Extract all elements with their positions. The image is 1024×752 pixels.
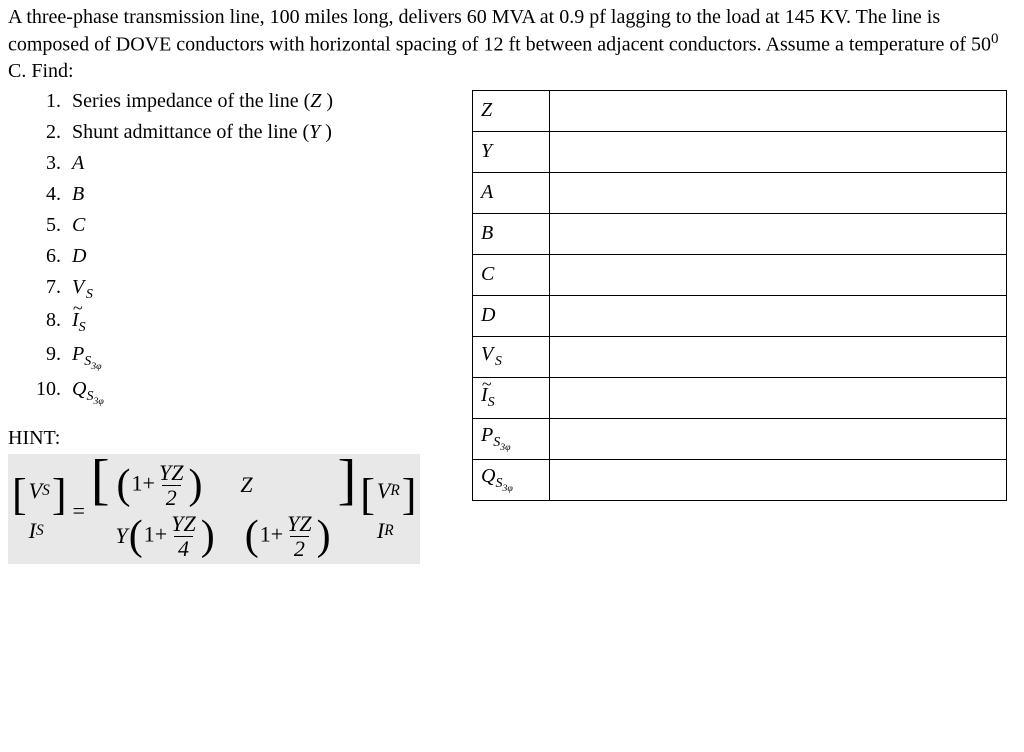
table-label: A	[473, 172, 550, 213]
question-item: C	[66, 210, 468, 241]
table-label: IS	[473, 377, 550, 418]
question-list: Series impedance of the line (Z )Shunt a…	[8, 86, 468, 409]
table-value	[550, 90, 1007, 131]
matrix-D: ( 1+YZ2 )	[244, 513, 332, 560]
table-label: Z	[473, 90, 550, 131]
table-label: PS3φ	[473, 418, 550, 459]
table-row: QS3φ	[473, 459, 1007, 500]
table-row: IS	[473, 377, 1007, 418]
table-row: D	[473, 295, 1007, 336]
answer-table: ZYABCDV SISPS3φQS3φ	[472, 90, 1007, 501]
table-value	[550, 295, 1007, 336]
table-value	[550, 336, 1007, 377]
table-label: C	[473, 254, 550, 295]
table-row: Y	[473, 131, 1007, 172]
table-value	[550, 172, 1007, 213]
problem-statement: A three-phase transmission line, 100 mil…	[8, 4, 1016, 84]
question-item: D	[66, 241, 468, 272]
table-row: B	[473, 213, 1007, 254]
rhs-ir: IR	[377, 518, 400, 544]
matrix-B: Z	[231, 472, 261, 498]
table-row: Z	[473, 90, 1007, 131]
table-value	[550, 377, 1007, 418]
question-item: Series impedance of the line (Z )	[66, 86, 468, 117]
question-item: Shunt admittance of the line (Y )	[66, 117, 468, 148]
table-label: QS3φ	[473, 459, 550, 500]
question-item: IS	[66, 305, 468, 339]
table-row: A	[473, 172, 1007, 213]
table-label: D	[473, 295, 550, 336]
question-item: A	[66, 148, 468, 179]
table-label: V S	[473, 336, 550, 377]
hint-equation: [ VS IS ] = [ ( 1+YZ2	[8, 454, 420, 564]
table-value	[550, 213, 1007, 254]
table-row: C	[473, 254, 1007, 295]
rhs-vr: VR	[377, 478, 400, 504]
table-row: V S	[473, 336, 1007, 377]
hint-label: HINT:	[8, 427, 468, 450]
question-item: B	[66, 179, 468, 210]
question-item: V S	[66, 272, 468, 306]
lhs-is: IS	[29, 518, 50, 544]
table-value	[550, 418, 1007, 459]
table-value	[550, 254, 1007, 295]
lhs-vs: VS	[29, 478, 50, 504]
table-label: Y	[473, 131, 550, 172]
question-item: QS3φ	[66, 374, 468, 409]
question-item: PS3φ	[66, 339, 468, 374]
table-label: B	[473, 213, 550, 254]
matrix-A: ( 1+YZ2 )	[116, 462, 204, 509]
matrix-C: Y ( 1+YZ4 )	[116, 513, 216, 560]
table-value	[550, 131, 1007, 172]
table-value	[550, 459, 1007, 500]
table-row: PS3φ	[473, 418, 1007, 459]
